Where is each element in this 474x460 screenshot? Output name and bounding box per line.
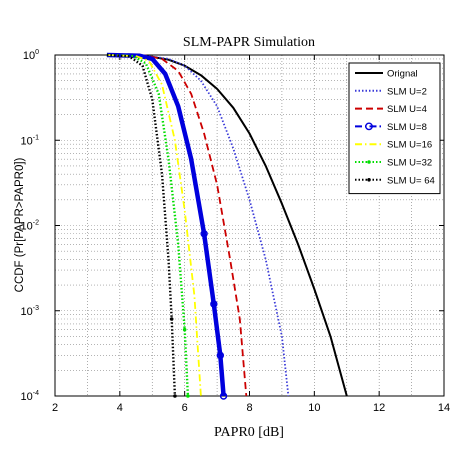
x-tick-label: 4 bbox=[117, 402, 123, 414]
x-tick-label: 2 bbox=[52, 402, 58, 414]
axis-ticks: 2 4 6 8 10 12 14 100 10-1 10-2 10-3 10-4 bbox=[21, 49, 451, 414]
y-tick-label: 100 bbox=[23, 49, 39, 62]
legend-label: SLM U=32 bbox=[387, 158, 432, 169]
legend-label: SLM U=8 bbox=[387, 122, 427, 133]
legend-label: SLM U=16 bbox=[387, 140, 432, 151]
y-tick-label: 10-3 bbox=[21, 305, 40, 318]
series-line-4 bbox=[106, 54, 202, 397]
series-marker bbox=[169, 317, 174, 321]
legend-label: SLM U=2 bbox=[387, 86, 427, 97]
legend: Orignal SLM U=2 SLM U=4 SLM U=8 SLM U=16 SLM … bbox=[348, 62, 441, 195]
series-marker bbox=[219, 392, 228, 400]
chart-title: SLM-PAPR Simulation bbox=[183, 35, 315, 50]
series-line-2 bbox=[106, 54, 248, 397]
series-line-3 bbox=[106, 52, 226, 397]
series-marker bbox=[186, 394, 190, 398]
series-group bbox=[106, 52, 348, 400]
series-marker bbox=[182, 327, 187, 332]
legend-label: SLM U= 64 bbox=[387, 175, 435, 186]
legend-marker bbox=[367, 178, 371, 182]
x-tick-label: 8 bbox=[246, 402, 252, 414]
legend-marker bbox=[365, 122, 373, 131]
legend-box bbox=[348, 62, 441, 195]
series-line-1 bbox=[106, 54, 290, 397]
x-tick-label: 6 bbox=[182, 402, 188, 414]
series-line-5 bbox=[106, 53, 190, 397]
x-axis-label: PAPR0 [dB] bbox=[214, 425, 284, 440]
x-tick-label: 12 bbox=[373, 402, 385, 414]
legend-label: SLM U=4 bbox=[387, 104, 427, 115]
series-line-6 bbox=[106, 53, 177, 397]
legend-label: Orignal bbox=[387, 69, 418, 80]
series-marker bbox=[200, 230, 208, 238]
y-axis-label: CCDF (Pr[PAPR>PAPR0]) bbox=[14, 157, 26, 292]
y-tick-label: 10-2 bbox=[21, 220, 40, 233]
x-tick-label: 14 bbox=[438, 402, 450, 414]
series-marker bbox=[216, 351, 225, 360]
series-marker bbox=[210, 300, 218, 308]
x-tick-label: 10 bbox=[308, 402, 320, 414]
legend-marker bbox=[367, 160, 371, 164]
y-tick-label: 10-4 bbox=[21, 390, 40, 403]
y-tick-label: 10-1 bbox=[21, 134, 40, 147]
series-marker bbox=[173, 394, 177, 398]
